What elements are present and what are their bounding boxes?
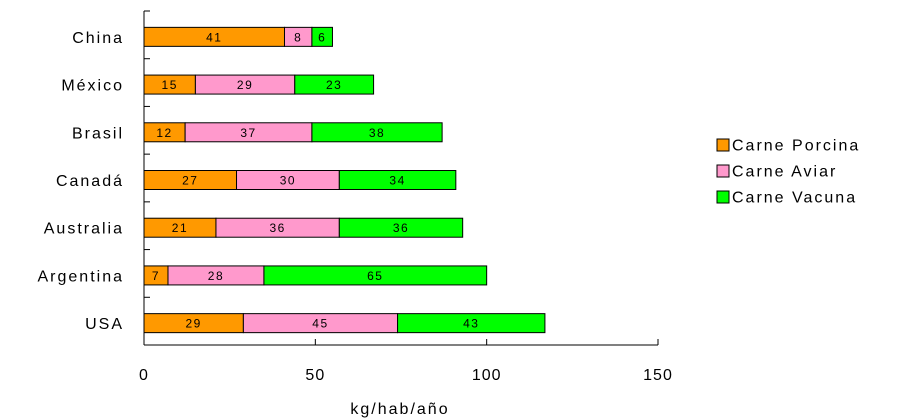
data-label: 7	[152, 269, 160, 283]
data-label: 27	[182, 174, 198, 188]
bar-segment	[311, 122, 443, 143]
x-tick-labels: 0 50 100 150	[139, 367, 673, 384]
bar-segment	[294, 74, 375, 95]
bar-segment	[311, 26, 333, 47]
data-label: 38	[369, 126, 385, 140]
x-tick-label: 0	[139, 367, 149, 384]
x-tick-label: 50	[305, 367, 325, 384]
legend-label: Carne Vacuna	[732, 190, 857, 207]
data-label: 30	[280, 174, 296, 188]
data-label: 41	[206, 30, 222, 44]
legend-label: Carne Porcina	[732, 138, 860, 155]
category-labels: China México Brasil Canadá Australia Argentin…	[38, 30, 125, 333]
legend-swatch	[716, 138, 730, 152]
bar-segment	[263, 265, 488, 286]
data-label: 6	[318, 30, 326, 44]
legend: Carne Porcina Carne Aviar Carne Vacuna	[716, 138, 860, 207]
category-label: China	[72, 30, 124, 47]
x-tick-label: 150	[643, 367, 673, 384]
x-axis-title: kg/hab/año	[350, 401, 449, 418]
data-label: 12	[156, 126, 172, 140]
data-label: 36	[269, 221, 285, 235]
data-label: 34	[389, 174, 405, 188]
segment-labels: 41 8 6 15 29 23 12 37 38 27 30 34 21 36 36 7 28 65 29 45 43	[152, 30, 479, 331]
legend-swatch	[716, 190, 730, 204]
bar-segment	[338, 217, 464, 238]
category-label: USA	[85, 316, 124, 333]
data-label: 43	[463, 317, 479, 331]
category-label: Australia	[44, 221, 124, 238]
category-label: Canadá	[56, 173, 124, 190]
data-label: 37	[240, 126, 256, 140]
data-label: 23	[326, 78, 342, 92]
data-label: 8	[294, 30, 302, 44]
bars	[143, 26, 546, 334]
bar-segment	[338, 170, 457, 190]
data-label: 29	[237, 78, 253, 92]
category-label: Brasil	[72, 125, 124, 142]
data-label: 28	[208, 269, 224, 283]
data-label: 36	[393, 221, 409, 235]
data-label: 45	[312, 317, 328, 331]
data-label: 29	[186, 317, 202, 331]
bar-segment	[397, 313, 546, 334]
legend-swatch	[716, 164, 730, 178]
data-label: 21	[172, 221, 188, 235]
data-label: 15	[162, 78, 178, 92]
data-label: 65	[367, 269, 383, 283]
category-label: México	[61, 78, 124, 95]
category-label: Argentina	[38, 268, 125, 285]
legend-label: Carne Aviar	[732, 164, 837, 181]
x-tick-label: 100	[472, 367, 502, 384]
